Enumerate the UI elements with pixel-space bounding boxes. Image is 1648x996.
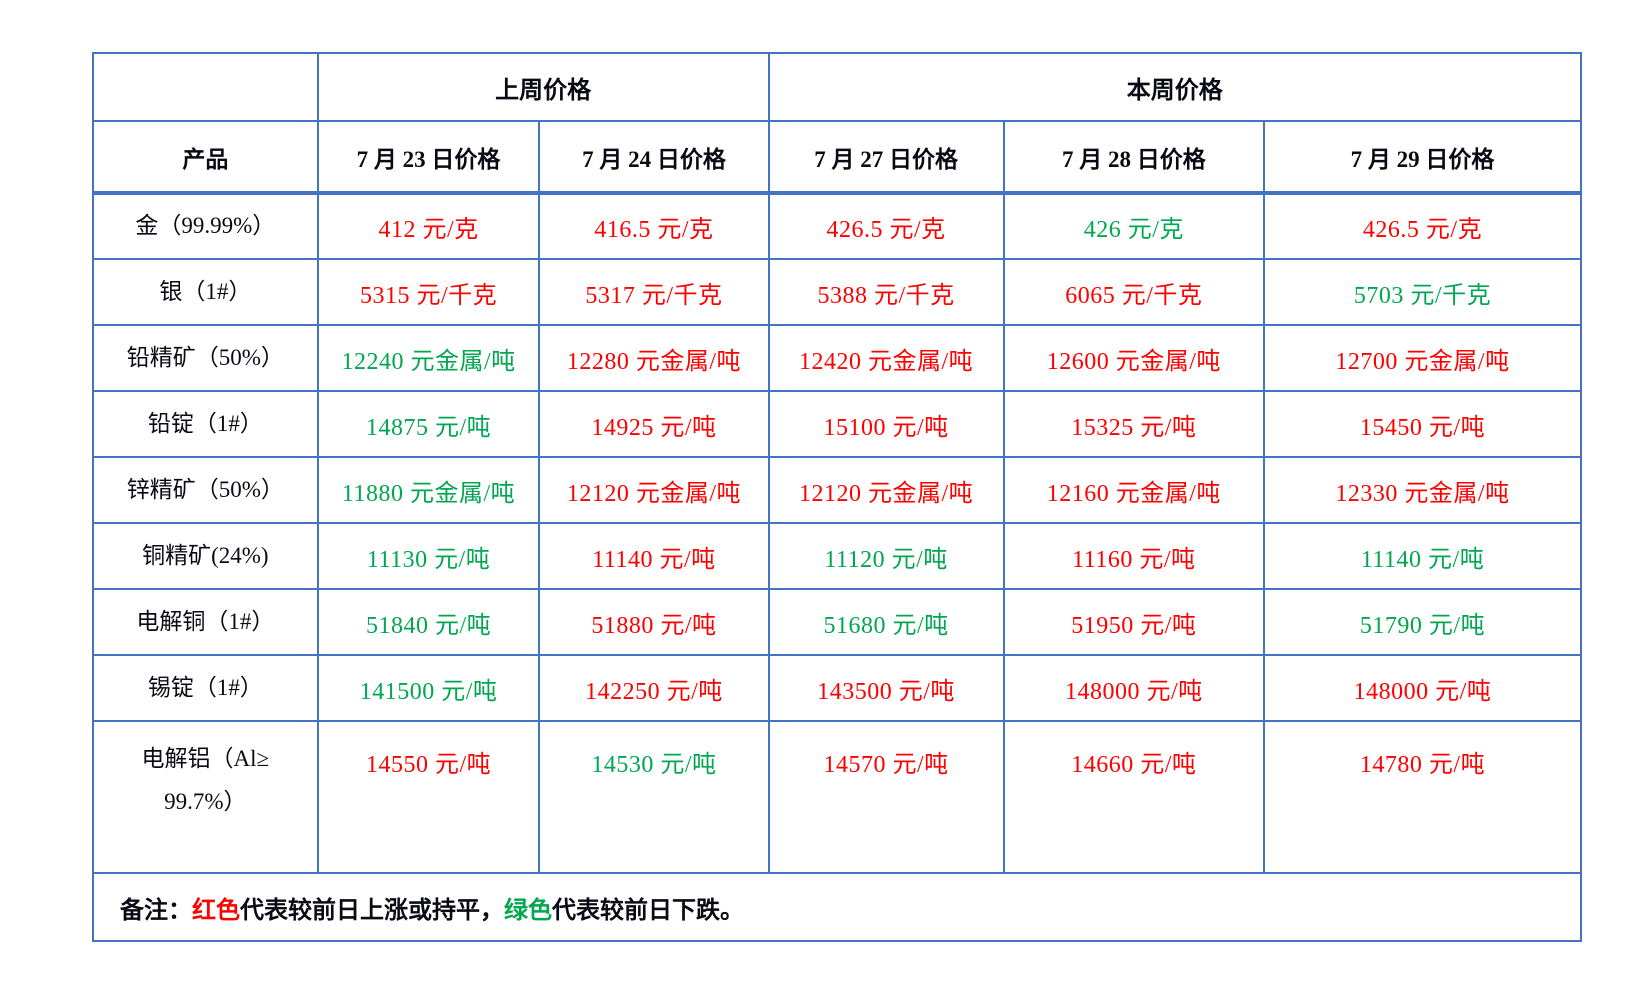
price-cell: 51680 元/吨 — [767, 588, 1005, 656]
price-table: 上周价格 本周价格 产品 7 月 23 日价格 7 月 24 日价格 7 月 2… — [92, 52, 1583, 942]
product-name: 铜精矿(24%) — [92, 522, 319, 590]
price-cell: 14550 元/吨 — [316, 720, 541, 874]
column-header-jul24: 7 月 24 日价格 — [538, 120, 770, 195]
price-cell: 12120 元金属/吨 — [767, 456, 1005, 524]
table-header: 上周价格 本周价格 产品 7 月 23 日价格 7 月 24 日价格 7 月 2… — [92, 52, 1583, 195]
column-header-jul29: 7 月 29 日价格 — [1263, 120, 1582, 195]
price-cell: 426 元/克 — [1002, 192, 1266, 260]
table-body: 金（99.99%） 412 元/克 416.5 元/克 426.5 元/克 426 元/… — [92, 192, 1582, 874]
price-cell: 11120 元/吨 — [767, 522, 1005, 590]
this-week-header: 本周价格 — [767, 52, 1583, 122]
price-cell: 12280 元金属/吨 — [538, 324, 770, 392]
product-name: 银（1#） — [92, 258, 319, 326]
note-fall-text: 代表较前日下跌。 — [552, 897, 744, 924]
price-cell: 426.5 元/克 — [1263, 192, 1582, 260]
product-name: 电解铝（Al≥ 99.7%） — [92, 720, 319, 874]
product-name: 电解铜（1#） — [92, 588, 319, 656]
note-row: 备注：红色代表较前日上涨或持平，绿色代表较前日下跌。 — [92, 872, 1582, 942]
price-cell: 14925 元/吨 — [538, 390, 770, 458]
table-row: 锌精矿（50%） 11880 元金属/吨 12120 元金属/吨 12120 元金属/… — [92, 456, 1582, 524]
price-cell: 51790 元/吨 — [1263, 588, 1582, 656]
table-footer: 备注：红色代表较前日上涨或持平，绿色代表较前日下跌。 — [92, 872, 1582, 942]
price-cell: 6065 元/千克 — [1002, 258, 1266, 326]
last-week-header: 上周价格 — [316, 52, 770, 122]
note-label: 备注： — [120, 897, 192, 924]
column-header-jul28: 7 月 28 日价格 — [1002, 120, 1266, 195]
price-cell: 11160 元/吨 — [1002, 522, 1266, 590]
price-cell: 12160 元金属/吨 — [1002, 456, 1266, 524]
price-cell: 5388 元/千克 — [767, 258, 1005, 326]
column-header-product: 产品 — [92, 120, 319, 195]
column-header-jul23: 7 月 23 日价格 — [316, 120, 541, 195]
note-red-term: 红色 — [192, 897, 240, 924]
price-cell: 14780 元/吨 — [1263, 720, 1582, 874]
price-cell: 412 元/克 — [316, 192, 541, 260]
price-cell: 426.5 元/克 — [767, 192, 1005, 260]
table-row: 铜精矿(24%) 11130 元/吨 11140 元/吨 11120 元/吨 11160… — [92, 522, 1582, 590]
price-cell: 12240 元金属/吨 — [316, 324, 541, 392]
price-cell: 14530 元/吨 — [538, 720, 770, 874]
product-name: 金（99.99%） — [92, 192, 319, 260]
price-cell: 11140 元/吨 — [1263, 522, 1582, 590]
price-cell: 11880 元金属/吨 — [316, 456, 541, 524]
table-row: 锡锭（1#） 141500 元/吨 142250 元/吨 143500 元/吨 1480… — [92, 654, 1582, 722]
product-name: 铅精矿（50%） — [92, 324, 319, 392]
price-cell: 14660 元/吨 — [1002, 720, 1266, 874]
price-cell: 12120 元金属/吨 — [538, 456, 770, 524]
price-cell: 12420 元金属/吨 — [767, 324, 1005, 392]
price-cell: 51950 元/吨 — [1002, 588, 1266, 656]
price-cell: 15450 元/吨 — [1263, 390, 1582, 458]
price-cell: 15325 元/吨 — [1002, 390, 1266, 458]
price-cell: 148000 元/吨 — [1002, 654, 1266, 722]
product-name: 锡锭（1#） — [92, 654, 319, 722]
empty-corner-cell — [92, 52, 319, 122]
note-green-term: 绿色 — [504, 897, 552, 924]
note-rise-text: 代表较前日上涨或持平， — [240, 897, 504, 924]
product-name: 锌精矿（50%） — [92, 456, 319, 524]
column-header-jul27: 7 月 27 日价格 — [767, 120, 1005, 195]
price-cell: 5315 元/千克 — [316, 258, 541, 326]
price-cell: 51840 元/吨 — [316, 588, 541, 656]
table-row: 银（1#） 5315 元/千克 5317 元/千克 5388 元/千克 6065 元/千… — [92, 258, 1582, 326]
price-cell: 15100 元/吨 — [767, 390, 1005, 458]
price-cell: 142250 元/吨 — [538, 654, 770, 722]
price-cell: 143500 元/吨 — [767, 654, 1005, 722]
price-cell: 416.5 元/克 — [538, 192, 770, 260]
price-cell: 12600 元金属/吨 — [1002, 324, 1266, 392]
price-cell: 5703 元/千克 — [1263, 258, 1582, 326]
price-cell: 14570 元/吨 — [767, 720, 1005, 874]
table-row: 铅精矿（50%） 12240 元金属/吨 12280 元金属/吨 12420 元金属/… — [92, 324, 1582, 392]
table-row: 电解铝（Al≥ 99.7%） 14550 元/吨 14530 元/吨 14570 元/… — [92, 720, 1582, 874]
price-cell: 11130 元/吨 — [316, 522, 541, 590]
table-row: 金（99.99%） 412 元/克 416.5 元/克 426.5 元/克 426 元/… — [92, 192, 1582, 260]
price-cell: 12700 元金属/吨 — [1263, 324, 1582, 392]
product-name: 铅锭（1#） — [92, 390, 319, 458]
price-cell: 14875 元/吨 — [316, 390, 541, 458]
price-cell: 51880 元/吨 — [538, 588, 770, 656]
price-cell: 5317 元/千克 — [538, 258, 770, 326]
price-cell: 141500 元/吨 — [316, 654, 541, 722]
column-header-row: 产品 7 月 23 日价格 7 月 24 日价格 7 月 27 日价格 7 月 … — [92, 120, 1582, 195]
table-row: 电解铜（1#） 51840 元/吨 51880 元/吨 51680 元/吨 51950 … — [92, 588, 1582, 656]
price-cell: 11140 元/吨 — [538, 522, 770, 590]
note-cell: 备注：红色代表较前日上涨或持平，绿色代表较前日下跌。 — [92, 872, 1582, 942]
price-cell: 12330 元金属/吨 — [1263, 456, 1582, 524]
price-cell: 148000 元/吨 — [1263, 654, 1582, 722]
group-header-row: 上周价格 本周价格 — [92, 52, 1583, 122]
table-row: 铅锭（1#） 14875 元/吨 14925 元/吨 15100 元/吨 15325 元… — [92, 390, 1582, 458]
